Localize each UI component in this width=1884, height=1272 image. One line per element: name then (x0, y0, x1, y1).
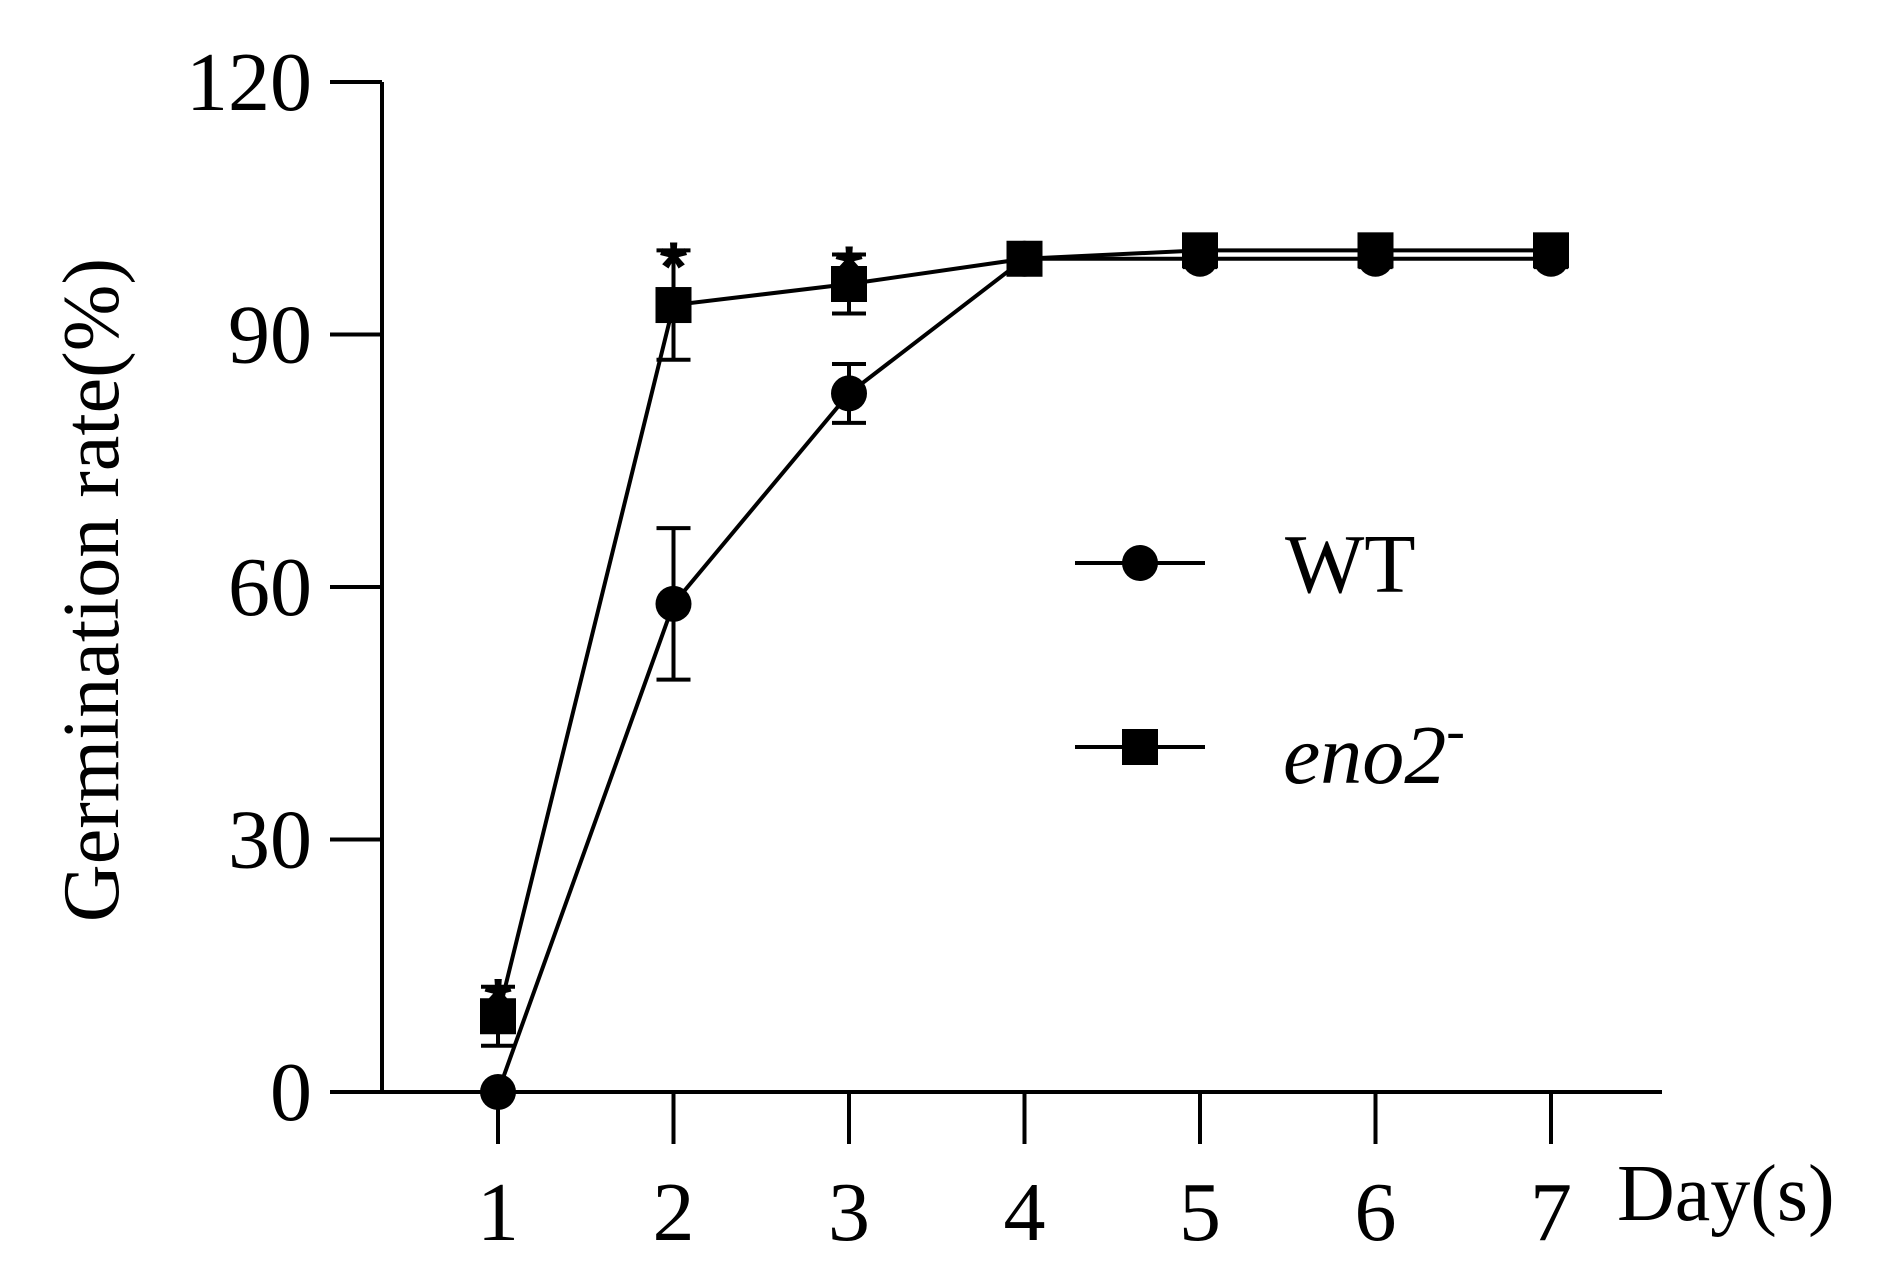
series-layer (480, 232, 1569, 1110)
point-eno2-day-7 (1533, 232, 1569, 269)
point-eno2-day-5 (1182, 232, 1218, 269)
legend-label-eno2: eno2- (1283, 700, 1465, 802)
legend-label-eno2-name: eno2 (1283, 709, 1446, 802)
point-wt-day-3 (831, 375, 867, 412)
significance-star-day-3: * (835, 232, 863, 310)
point-eno2-day-1 (480, 998, 516, 1035)
x-ticks: 1 2 3 4 5 6 7 (477, 1092, 1572, 1259)
y-axis: 0 30 60 90 120 (186, 36, 384, 1139)
x-axis-title: Day(s) (1617, 1150, 1835, 1238)
series-eno2 (480, 232, 1569, 1048)
y-tick-label-30: 30 (228, 794, 312, 887)
point-eno2-day-6 (1357, 232, 1394, 269)
legend-marker-square (1122, 729, 1158, 765)
x-tick-label-7: 7 (1530, 1166, 1572, 1259)
x-tick-label-1: 1 (477, 1166, 519, 1259)
legend: WT eno2- (1075, 518, 1465, 802)
significance-star-day-2: * (660, 227, 688, 305)
x-axis: 1 2 3 4 5 6 7 (330, 1090, 1662, 1259)
point-eno2-day-2 (655, 287, 692, 324)
x-tick-label-3: 3 (828, 1166, 870, 1259)
y-axis-title: Germination rate(%) (48, 258, 136, 922)
y-tick-label-0: 0 (270, 1046, 312, 1139)
point-eno2-day-3 (831, 266, 867, 302)
x-tick-label-2: 2 (653, 1166, 695, 1259)
y-tick-label-60: 60 (228, 541, 312, 634)
x-tick-label-4: 4 (1004, 1166, 1046, 1259)
legend-marker-circle (1122, 545, 1158, 581)
x-tick-label-5: 5 (1179, 1166, 1221, 1259)
legend-label-eno2-superscript: - (1446, 700, 1465, 762)
y-tick-label-120: 120 (186, 36, 312, 129)
y-tick-label-90: 90 (228, 289, 312, 382)
point-wt-day-1 (480, 1074, 516, 1110)
legend-item-eno2: eno2- (1075, 700, 1465, 802)
legend-item-wt: WT (1075, 518, 1416, 611)
legend-label-wt: WT (1285, 518, 1416, 611)
significance-star-day-1: * (484, 964, 512, 1042)
x-tick-label-6: 6 (1355, 1166, 1397, 1259)
series-wt (480, 240, 1569, 1110)
y-ticks: 0 30 60 90 120 (186, 36, 382, 1139)
point-eno2-day-4 (1006, 240, 1043, 277)
series-line-eno2 (496, 248, 1551, 1017)
point-wt-day-2 (655, 585, 692, 622)
significance-annotations: * * * (484, 227, 863, 1041)
